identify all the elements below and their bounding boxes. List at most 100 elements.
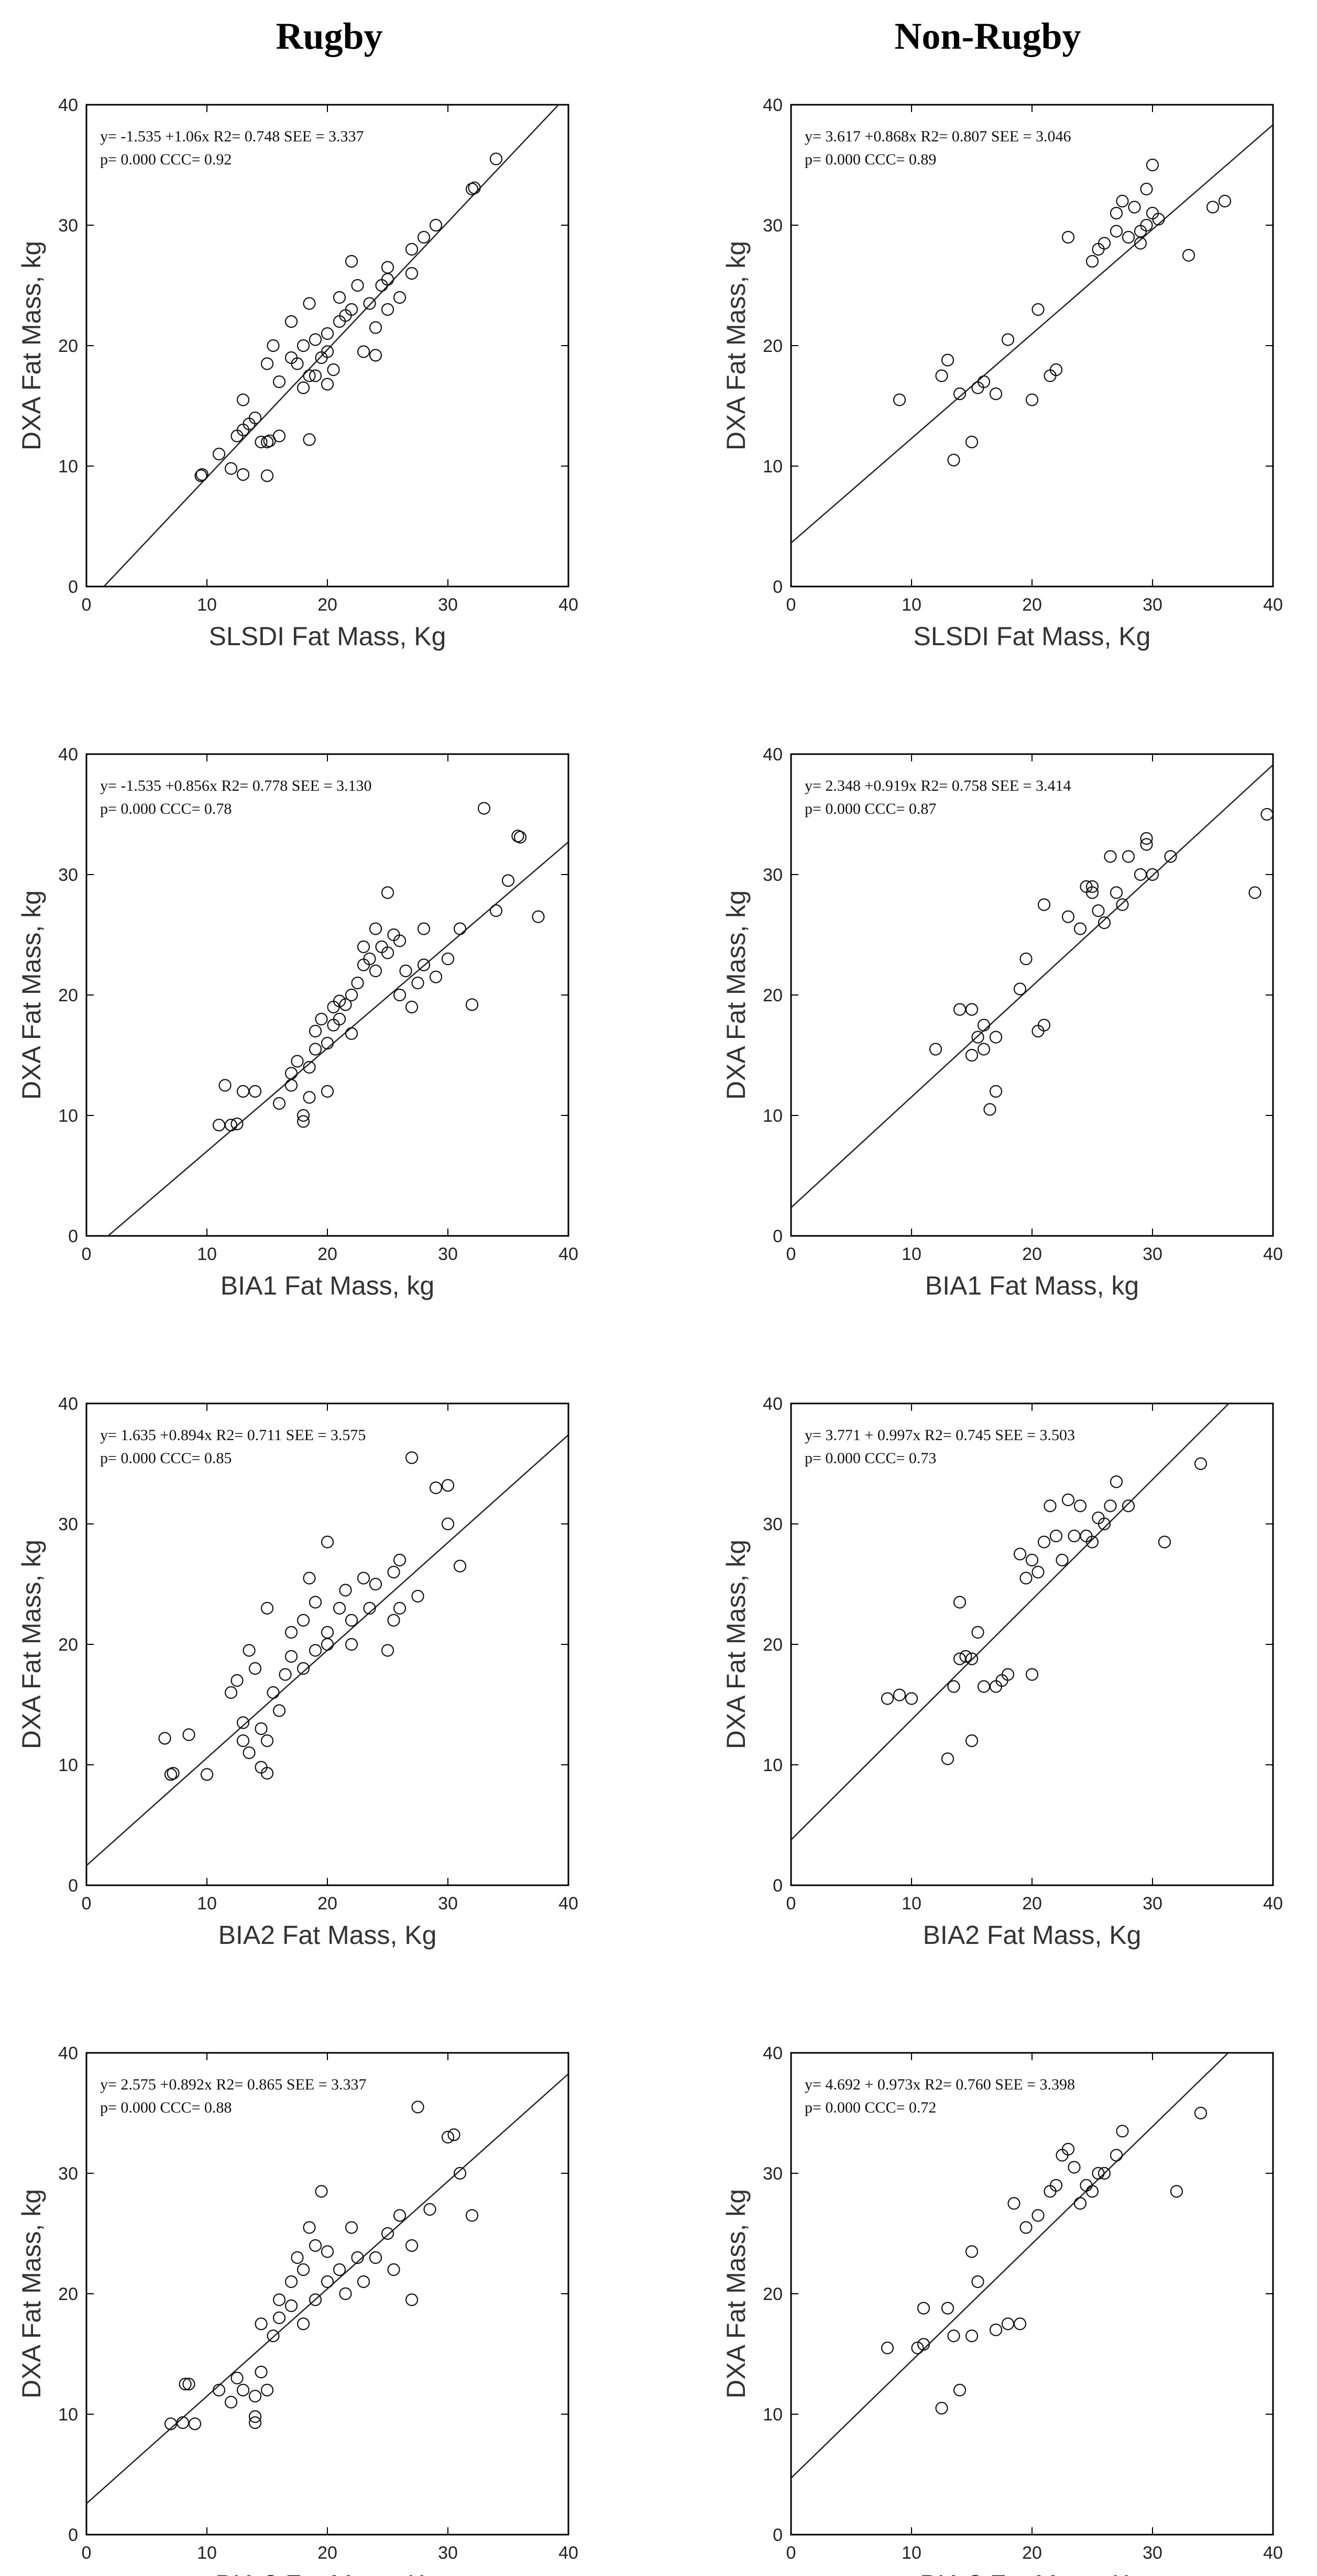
x-tick-label: 0 bbox=[786, 2543, 796, 2563]
data-point bbox=[339, 1584, 352, 1597]
y-axis-label: DXA Fat Mass, kg bbox=[17, 2189, 46, 2398]
data-point bbox=[327, 363, 340, 377]
data-point bbox=[284, 2275, 298, 2288]
data-point bbox=[243, 1746, 256, 1760]
x-tick-label: 40 bbox=[1263, 1894, 1283, 1914]
data-point bbox=[1073, 2197, 1087, 2210]
data-point bbox=[309, 1024, 322, 1038]
x-tick-label: 20 bbox=[1022, 2543, 1042, 2563]
data-point bbox=[929, 1043, 942, 1056]
x-tick-label: 0 bbox=[82, 595, 92, 615]
x-tick-label: 20 bbox=[317, 1244, 337, 1264]
data-point bbox=[315, 2185, 328, 2198]
data-point bbox=[1068, 2161, 1081, 2174]
data-point bbox=[935, 2402, 948, 2415]
data-point bbox=[405, 2239, 419, 2252]
data-point bbox=[393, 1553, 407, 1567]
data-point bbox=[369, 349, 382, 362]
data-point bbox=[1128, 201, 1141, 214]
regression-annotation: y= 3.617 +0.868x R2= 0.807 SEE = 3.046 bbox=[805, 128, 1071, 145]
data-point bbox=[363, 952, 376, 966]
data-point bbox=[260, 469, 274, 482]
data-point bbox=[1218, 194, 1232, 208]
regression-line bbox=[791, 2053, 1230, 2479]
data-point bbox=[236, 468, 250, 481]
data-point bbox=[989, 1680, 1003, 1693]
data-point bbox=[1025, 1668, 1039, 1681]
y-tick-label: 40 bbox=[58, 1394, 78, 1414]
data-point bbox=[267, 1686, 280, 1699]
data-point bbox=[260, 1734, 274, 1748]
data-point bbox=[236, 423, 250, 437]
y-tick-label: 40 bbox=[763, 745, 783, 765]
data-point bbox=[255, 2365, 268, 2379]
x-tick-label: 20 bbox=[1022, 1894, 1042, 1914]
data-point bbox=[369, 1577, 382, 1591]
data-point bbox=[911, 2341, 924, 2354]
regression-annotation: p= 0.000 CCC= 0.89 bbox=[805, 151, 936, 168]
data-point bbox=[465, 182, 479, 196]
scatter-panel-5: 0 10 20 30 40 0 10 20 30 40 BIA2 Fat Mass, Kg DXA F… bbox=[17, 1394, 578, 1950]
data-point bbox=[1044, 1499, 1057, 1512]
data-point bbox=[1098, 237, 1111, 250]
data-point bbox=[255, 435, 268, 449]
data-point bbox=[182, 1728, 195, 1741]
scatter-panel-3: 0 10 20 30 40 0 10 20 30 40 BIA1 Fat Mass, kg DXA F… bbox=[17, 745, 578, 1300]
plot-frame bbox=[790, 104, 1274, 588]
data-point bbox=[363, 1601, 376, 1615]
data-point bbox=[321, 2275, 334, 2288]
y-tick-label: 40 bbox=[763, 95, 783, 115]
y-tick-label: 0 bbox=[68, 2525, 78, 2545]
data-point bbox=[224, 462, 238, 475]
data-point bbox=[369, 321, 382, 334]
data-point bbox=[405, 2293, 419, 2306]
data-point bbox=[284, 315, 298, 328]
data-point bbox=[1056, 2149, 1069, 2162]
data-point bbox=[405, 242, 419, 256]
data-point bbox=[303, 433, 316, 446]
y-tick-label: 10 bbox=[58, 2405, 78, 2425]
data-point bbox=[995, 1674, 1008, 1687]
y-tick-label: 30 bbox=[763, 865, 783, 885]
x-axis-label: BIA 3 Fat Mass, Kg bbox=[920, 2570, 1144, 2576]
data-point bbox=[224, 2395, 238, 2409]
data-point bbox=[387, 1613, 400, 1627]
data-point bbox=[236, 1085, 250, 1098]
data-point bbox=[291, 2251, 304, 2264]
data-point bbox=[429, 218, 443, 232]
data-point bbox=[1116, 2125, 1129, 2138]
data-point bbox=[321, 1036, 334, 1050]
data-point bbox=[272, 2311, 286, 2325]
data-point bbox=[1104, 850, 1117, 863]
data-point bbox=[941, 2302, 954, 2315]
data-point bbox=[272, 429, 286, 443]
data-point bbox=[260, 2383, 274, 2397]
data-point bbox=[236, 2383, 250, 2397]
data-point bbox=[411, 1589, 424, 1603]
data-point bbox=[375, 279, 388, 292]
data-point bbox=[441, 2130, 455, 2144]
data-point bbox=[1085, 1535, 1099, 1549]
data-point bbox=[167, 1767, 180, 1780]
data-point bbox=[1134, 225, 1147, 238]
data-point bbox=[1146, 158, 1159, 172]
y-tick-label: 20 bbox=[58, 1635, 78, 1655]
data-point bbox=[1182, 249, 1195, 262]
data-point bbox=[195, 468, 208, 481]
data-point bbox=[267, 2329, 280, 2342]
data-point bbox=[977, 1043, 991, 1056]
data-point bbox=[284, 1650, 298, 1663]
data-point bbox=[231, 429, 244, 443]
data-point bbox=[423, 2203, 436, 2216]
data-point bbox=[224, 1119, 238, 1132]
data-point bbox=[965, 1003, 979, 1016]
data-point bbox=[339, 309, 352, 322]
data-point bbox=[1085, 2185, 1099, 2198]
x-axis-label: BIA 3 Fat Mass, Kg bbox=[215, 2570, 440, 2576]
regression-annotation: p= 0.000 CCC= 0.78 bbox=[100, 800, 232, 817]
x-tick-label: 10 bbox=[902, 2543, 921, 2563]
data-point bbox=[345, 2221, 358, 2234]
data-point bbox=[953, 1596, 967, 1609]
x-tick-label: 30 bbox=[438, 1244, 458, 1264]
data-point bbox=[188, 2417, 202, 2430]
